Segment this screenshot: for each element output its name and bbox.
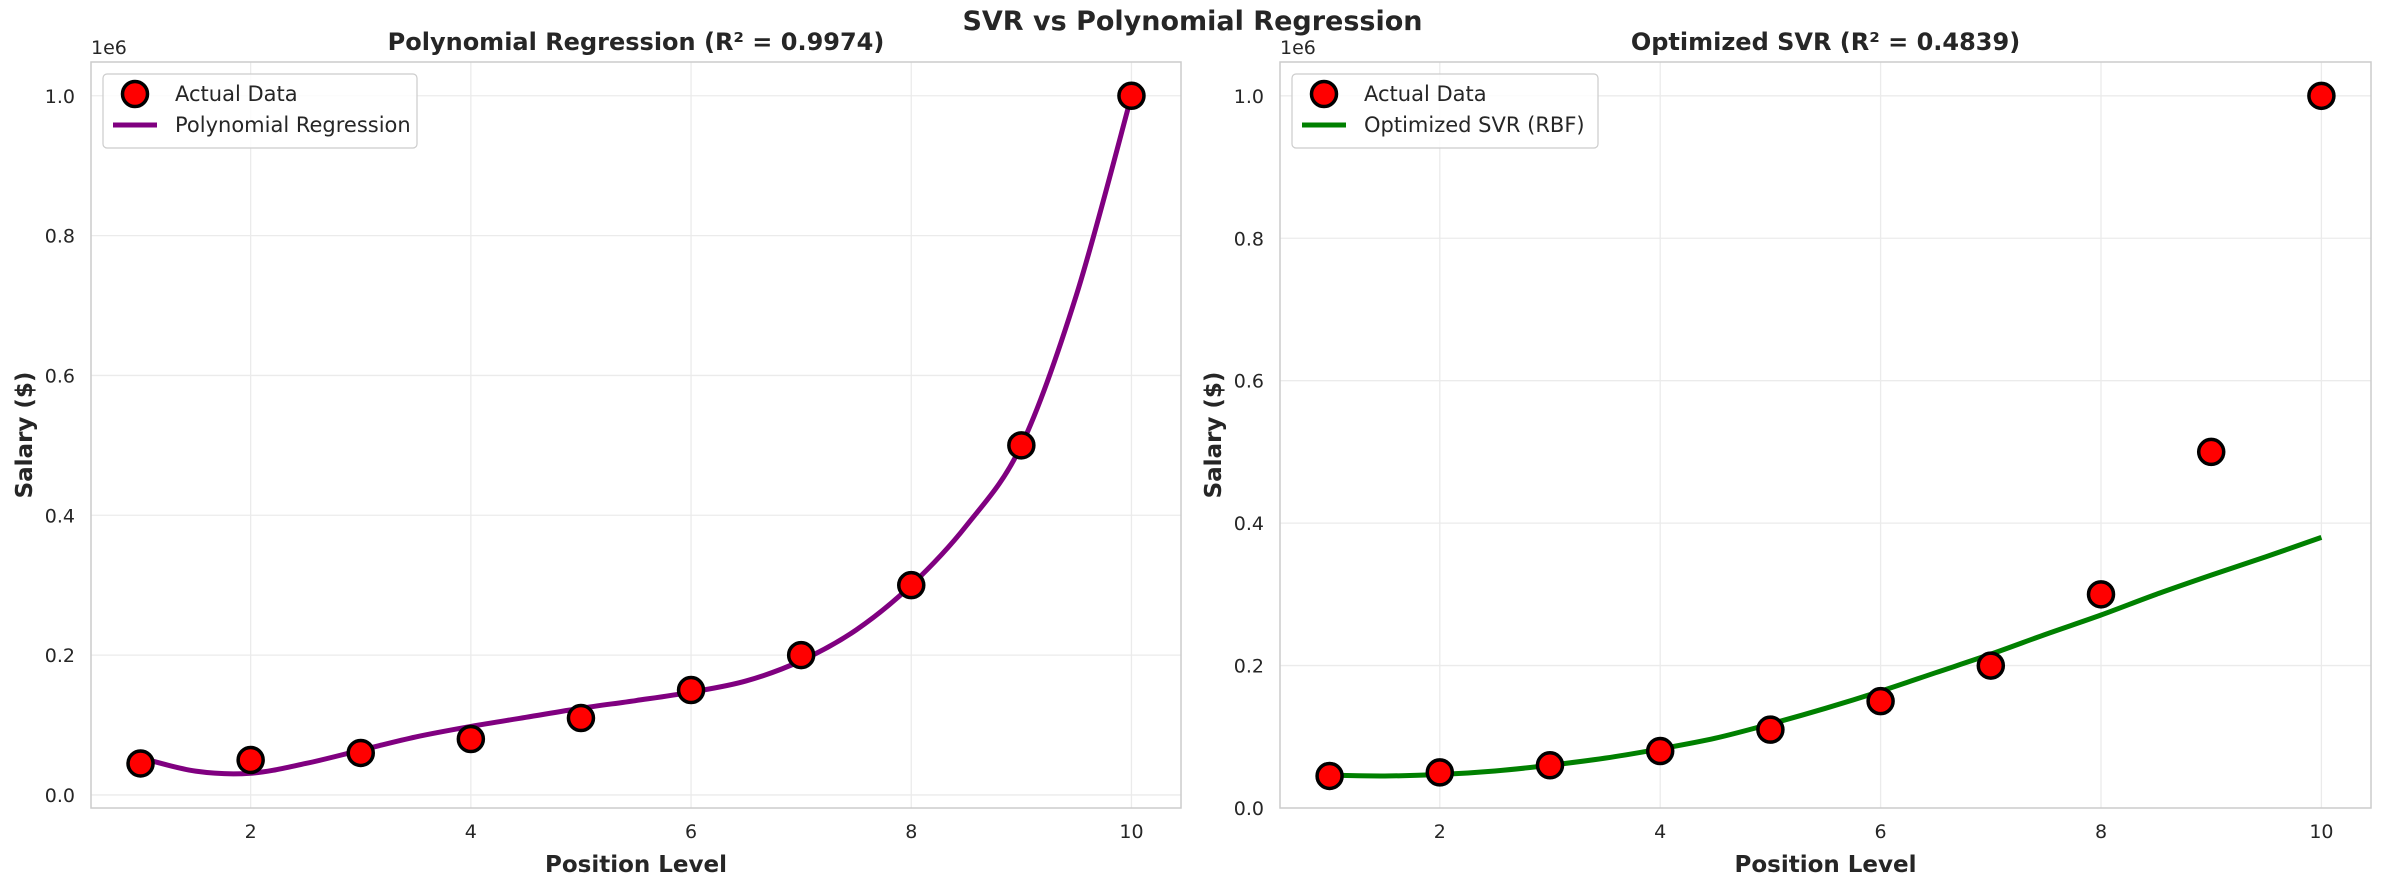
c1-y-tick-label-0: 0.0 bbox=[1234, 798, 1264, 820]
c0-data-point-8 bbox=[897, 570, 926, 600]
c1-x-tick-label-1: 4 bbox=[1654, 821, 1666, 843]
c0-y-tick-label-3: 0.6 bbox=[45, 365, 75, 387]
c0-legend-label-scatter: Actual Data bbox=[175, 82, 298, 106]
c1-x-tick-label-0: 2 bbox=[1434, 821, 1446, 843]
c1-x-tick-label-4: 10 bbox=[2309, 821, 2333, 843]
c0-data-point-2 bbox=[236, 745, 265, 775]
c1-data-point-3 bbox=[1535, 751, 1565, 780]
c0-data-point-1 bbox=[126, 749, 155, 778]
c0-legend-marker-scatter bbox=[120, 79, 150, 109]
c0-data-point-7 bbox=[786, 640, 816, 670]
c0-x-tick-label-0: 2 bbox=[245, 821, 257, 843]
figure-suptitle: SVR vs Polynomial Regression bbox=[962, 6, 1423, 37]
c1-legend-box bbox=[1291, 73, 1599, 149]
c0-y-tick-label-2: 0.4 bbox=[45, 505, 75, 527]
c0-data-point-5 bbox=[566, 703, 596, 733]
c0-y-axis-label: Salary ($) bbox=[12, 372, 38, 499]
c0-data-point-3 bbox=[346, 738, 375, 768]
c1-axes-frame bbox=[1279, 61, 2372, 809]
c1-legend-label-line: Optimized SVR (RBF) bbox=[1364, 113, 1585, 137]
c1-y-tick-label-5: 1.0 bbox=[1234, 86, 1264, 108]
c1-data-point-8 bbox=[2086, 580, 2116, 609]
c1-y-tick-label-4: 0.8 bbox=[1234, 228, 1264, 250]
c0-x-axis-label: Position Level bbox=[545, 852, 727, 878]
c1-data-point-2 bbox=[1425, 758, 1455, 787]
c0-x-tick-label-1: 4 bbox=[465, 821, 477, 843]
c1-data-point-9 bbox=[2196, 437, 2226, 467]
c1-data-point-6 bbox=[1866, 686, 1895, 716]
c1-x-tick-label-2: 6 bbox=[1875, 821, 1887, 843]
c0-y-tick-label-0: 0.0 bbox=[45, 785, 75, 807]
c1-data-point-5 bbox=[1756, 715, 1785, 744]
c1-legend-marker-scatter bbox=[1309, 79, 1339, 109]
c0-plot-area bbox=[91, 62, 1181, 808]
c0-chart-title: Polynomial Regression (R² = 0.9974) bbox=[388, 28, 885, 56]
c1-y-tick-label-2: 0.4 bbox=[1234, 513, 1264, 535]
c1-plot-area bbox=[1280, 62, 2371, 808]
c0-legend-label-line: Polynomial Regression bbox=[175, 113, 411, 137]
c1-x-axis-label: Position Level bbox=[1734, 852, 1916, 878]
c0-x-tick-label-3: 8 bbox=[905, 821, 917, 843]
c0-y-tick-label-1: 0.2 bbox=[45, 645, 75, 667]
c1-x-tick-label-3: 8 bbox=[2095, 821, 2107, 843]
c0-x-tick-label-2: 6 bbox=[685, 821, 697, 843]
c1-legend-label-scatter: Actual Data bbox=[1364, 82, 1487, 106]
c0-data-point-9 bbox=[1007, 431, 1036, 460]
c0-data-point-4 bbox=[456, 724, 486, 754]
c1-y-axis-label: Salary ($) bbox=[1201, 372, 1227, 499]
c0-x-tick-label-4: 10 bbox=[1119, 821, 1143, 843]
c1-offset-label: 1e6 bbox=[1280, 37, 1316, 59]
c1-y-tick-label-3: 0.6 bbox=[1234, 371, 1264, 393]
c0-legend-box bbox=[102, 73, 418, 149]
c1-data-point-10 bbox=[2307, 81, 2336, 111]
c1-y-tick-label-1: 0.2 bbox=[1234, 656, 1264, 678]
c1-series-line-svr bbox=[1329, 535, 2323, 779]
c1-chart-title: Optimized SVR (R² = 0.4839) bbox=[1631, 28, 2020, 56]
c1-data-point-4 bbox=[1645, 736, 1675, 766]
c0-axes-frame bbox=[90, 61, 1182, 809]
c0-y-tick-label-5: 1.0 bbox=[45, 86, 75, 108]
c0-offset-label: 1e6 bbox=[91, 37, 127, 59]
c0-data-point-6 bbox=[676, 675, 706, 705]
c0-data-point-10 bbox=[1117, 81, 1146, 111]
c0-y-tick-label-4: 0.8 bbox=[45, 226, 75, 248]
c1-data-point-1 bbox=[1315, 761, 1344, 791]
c1-data-point-7 bbox=[1976, 651, 2006, 680]
